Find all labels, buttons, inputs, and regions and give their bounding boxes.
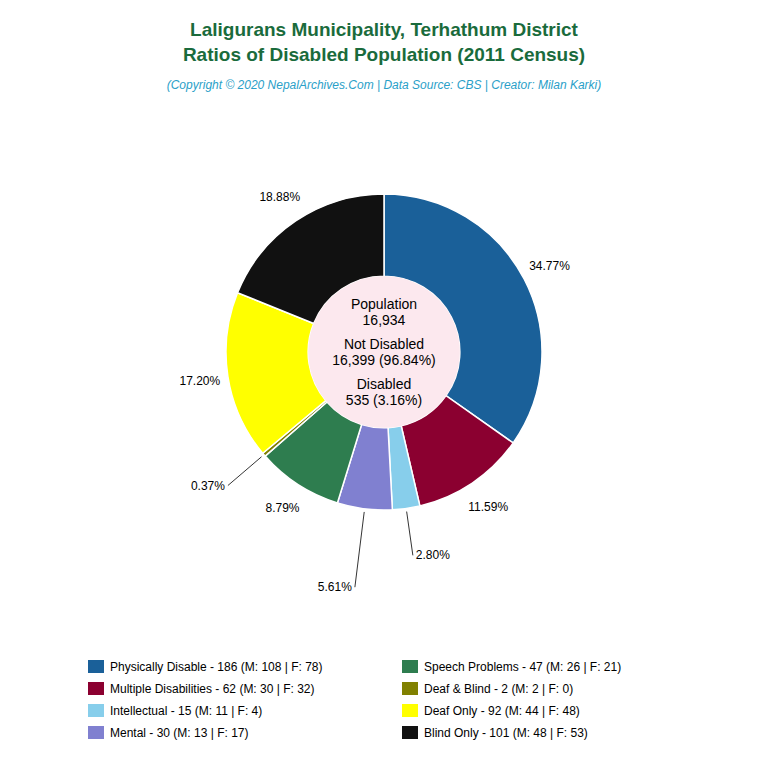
center-text: 16,399 (96.84%) (332, 352, 436, 368)
legend-swatch (88, 660, 104, 673)
legend-label: Speech Problems - 47 (M: 26 | F: 21) (424, 660, 621, 674)
data-label: 34.77% (529, 259, 570, 273)
legend-label: Blind Only - 101 (M: 48 | F: 53) (424, 726, 588, 740)
data-label: 17.20% (179, 374, 220, 388)
legend-label: Intellectual - 15 (M: 11 | F: 4) (110, 704, 262, 718)
chart: Laligurans Municipality, Terhathum Distr… (0, 0, 768, 768)
legend-label: Mental - 30 (M: 13 | F: 17) (110, 726, 249, 740)
leader-line (355, 512, 364, 587)
center-text: Disabled (357, 376, 411, 392)
legend-swatch (402, 682, 418, 695)
slices (226, 194, 542, 510)
legend-label: Deaf & Blind - 2 (M: 2 | F: 0) (424, 682, 573, 696)
background (0, 0, 768, 768)
legend-label: Deaf Only - 92 (M: 44 | F: 48) (424, 704, 580, 718)
slice (388, 426, 420, 510)
legend-swatch (402, 704, 418, 717)
legend-label: Physically Disable - 186 (M: 108 | F: 78… (110, 660, 323, 674)
center-text: Population (351, 296, 417, 312)
center-text: 535 (3.16%) (346, 392, 422, 408)
title: Laligurans Municipality, Terhathum Distr… (183, 19, 585, 65)
data-label: 8.79% (266, 501, 300, 515)
data-label: 5.61% (318, 580, 352, 594)
data-label: 2.80% (416, 548, 450, 562)
legend-swatch (88, 726, 104, 739)
center-text: Not Disabled (344, 336, 424, 352)
legend-swatch (402, 660, 418, 673)
legend: Physically Disable - 186 (M: 108 | F: 78… (88, 660, 621, 740)
legend-label: Multiple Disabilities - 62 (M: 30 | F: 3… (110, 682, 315, 696)
subtitle: (Copyright © 2020 NepalArchives.Com | Da… (167, 78, 602, 92)
data-label: 0.37% (191, 479, 225, 493)
center-text: 16,934 (363, 312, 406, 328)
data-labels: 34.77% 11.59% 2.80% 5.61% 8.79% 0.37% 17.20% 18… (179, 190, 570, 594)
leader-line (407, 512, 413, 556)
legend-swatch (88, 682, 104, 695)
leader-line (228, 457, 262, 486)
legend-swatch (402, 726, 418, 739)
data-label: 18.88% (259, 190, 300, 204)
data-label: 11.59% (468, 500, 508, 514)
legend-swatch (88, 704, 104, 717)
center-circle (308, 276, 460, 428)
